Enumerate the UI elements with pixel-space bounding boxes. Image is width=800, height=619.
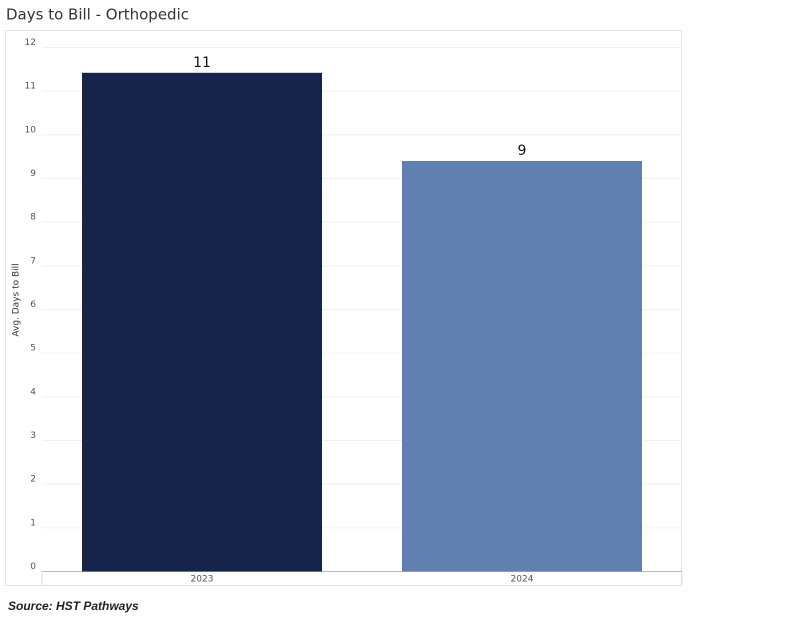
chart-title: Days to Bill - Orthopedic — [6, 6, 189, 24]
data-label: 11 — [193, 55, 211, 71]
x-tick-label: 2023 — [191, 575, 214, 585]
x-tick-label: 2024 — [511, 575, 534, 585]
y-tick-label: 8 — [30, 213, 36, 223]
source-note: Source: HST Pathways — [8, 599, 139, 613]
y-tick-label: 1 — [30, 518, 36, 528]
y-axis-label: Avg. Days to Bill — [12, 263, 22, 336]
bar — [82, 72, 322, 572]
y-tick-label: 4 — [30, 387, 36, 397]
data-label: 9 — [518, 143, 527, 159]
y-tick-label: 7 — [30, 256, 36, 266]
y-tick-label: 6 — [30, 300, 36, 310]
y-tick-label: 2 — [30, 475, 36, 485]
y-tick-label: 11 — [25, 82, 36, 92]
y-tick-label: 10 — [25, 125, 37, 135]
y-tick-label: 5 — [30, 344, 36, 354]
y-tick-label: 9 — [30, 169, 36, 179]
y-tick-label: 3 — [30, 431, 36, 441]
y-tick-label: 12 — [25, 38, 36, 48]
y-tick-label: 0 — [30, 562, 36, 572]
bar — [402, 161, 642, 572]
chart-frame — [5, 30, 682, 586]
